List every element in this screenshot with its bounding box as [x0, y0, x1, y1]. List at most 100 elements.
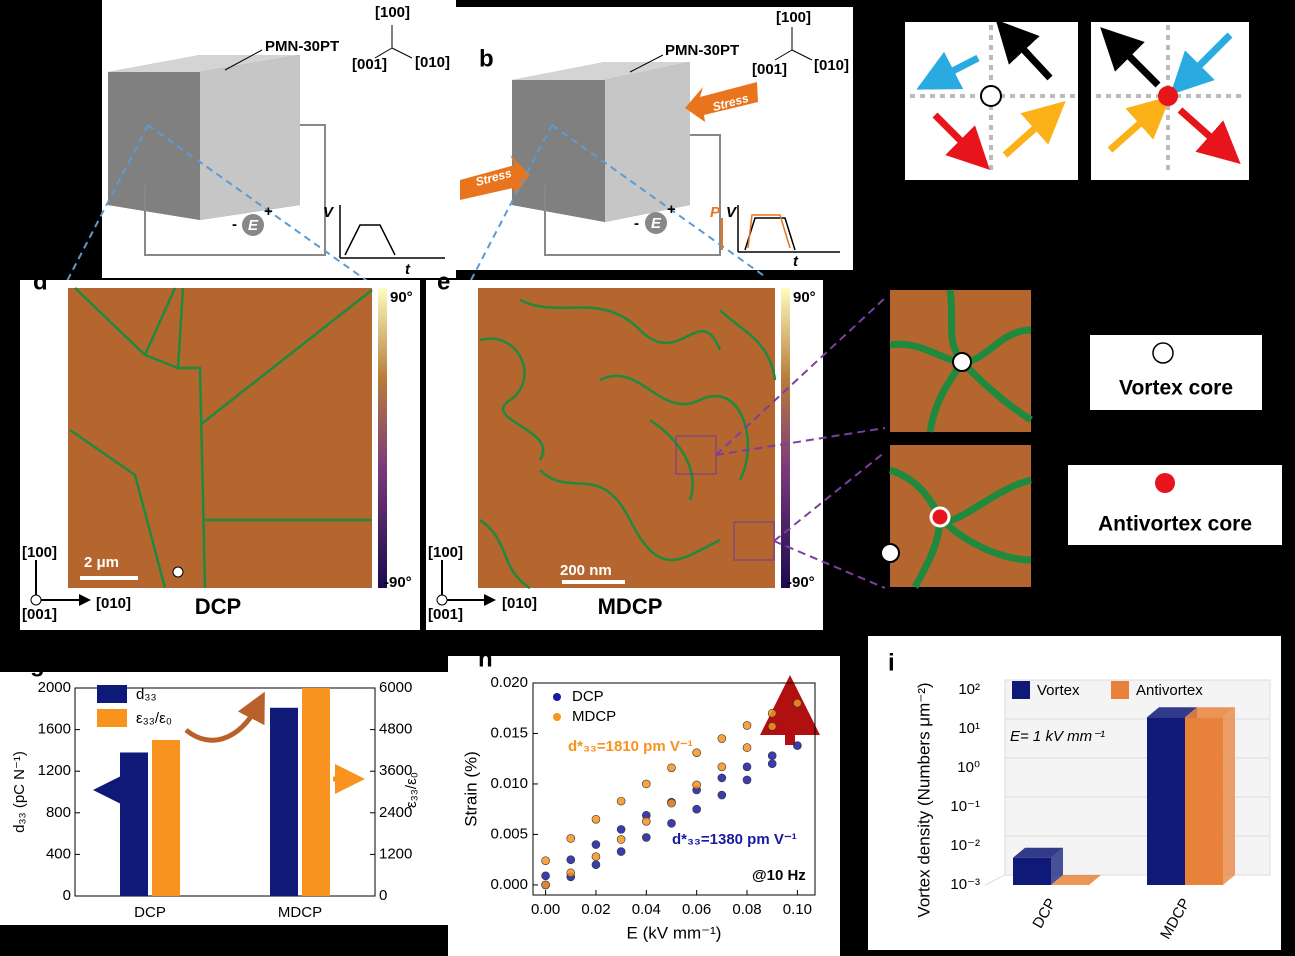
panel-label: h — [478, 645, 493, 672]
axis-label: [100] — [776, 9, 811, 26]
v-label: V — [726, 204, 738, 221]
point — [793, 698, 802, 708]
y-tick-label: 10⁻³ — [950, 876, 980, 893]
panel-label: i — [888, 649, 895, 676]
legend-label: Vortex — [1037, 682, 1080, 699]
x-tick-label: 0.08 — [732, 901, 761, 918]
x-tick-label: 0.06 — [682, 901, 711, 918]
bar — [152, 740, 180, 896]
y-tick-label: 0.000 — [490, 876, 528, 893]
p-label: P — [710, 204, 721, 221]
x-tick-label: 0.02 — [581, 901, 610, 918]
legend-swatch — [97, 685, 127, 703]
minus-label: - — [634, 215, 639, 232]
t-label: t — [405, 261, 411, 278]
zoom-views: Vortex core Antivortex core — [880, 289, 1282, 589]
point — [742, 775, 752, 785]
point — [742, 762, 752, 772]
bar — [1013, 857, 1051, 885]
point — [616, 835, 626, 844]
y-axis-label: Vortex density (Numbers μm⁻²) — [914, 682, 933, 917]
point — [642, 779, 651, 789]
point — [742, 743, 752, 752]
bar-side — [1051, 847, 1063, 885]
point — [793, 741, 802, 750]
bar-side — [1223, 707, 1235, 885]
bar-top — [1013, 847, 1063, 858]
point — [767, 708, 777, 718]
plot-frame — [532, 682, 816, 896]
axis-label: [010] — [415, 54, 450, 71]
point — [717, 773, 727, 783]
point — [591, 840, 601, 849]
bar-top — [1147, 707, 1197, 718]
point — [642, 833, 651, 842]
point — [717, 734, 727, 743]
panel-label: d — [33, 268, 48, 295]
point — [667, 819, 676, 828]
panel-label: b — [479, 45, 494, 72]
y2-tick-label: 2400 — [379, 804, 412, 821]
bar — [1147, 717, 1185, 885]
point — [692, 780, 701, 790]
field-label: E — [651, 215, 662, 232]
point — [541, 880, 550, 890]
panel-d: d 90° -90° [100] [001] [010] 2 μm DCP — [20, 268, 420, 630]
panel-b: b PMN-30PT [100] [001] [010] Stress Stre… — [456, 7, 853, 283]
x-tick-label: 0.04 — [632, 901, 661, 918]
t-label: t — [793, 253, 799, 270]
legend-swatch — [97, 709, 127, 727]
point — [767, 751, 777, 760]
vortex-schematic — [905, 19, 1249, 180]
axis-label: [100] — [375, 4, 410, 21]
legend-label: Antivortex — [1136, 682, 1203, 699]
colorbar-min: -90° — [384, 574, 412, 591]
panel-label: g — [30, 650, 45, 677]
point — [642, 817, 651, 826]
axis-label: [010] — [502, 595, 537, 612]
y2-tick-label: 6000 — [379, 679, 412, 696]
colorbar-max: 90° — [390, 289, 413, 306]
sample-name: MDCP — [598, 594, 663, 619]
field-label: E — [248, 217, 259, 234]
axis-label: [001] — [352, 56, 387, 73]
colorbar-min: -90° — [787, 574, 815, 591]
plot-frame — [74, 687, 376, 897]
point — [591, 814, 601, 824]
scale-label: 2 μm — [84, 554, 119, 571]
axis-label: [010] — [96, 595, 131, 612]
legend-label: MDCP — [572, 708, 616, 725]
legend-swatch — [1111, 681, 1129, 699]
y-tick-label: 400 — [46, 845, 71, 862]
point — [616, 847, 626, 856]
y-tick-label: 10¹ — [958, 720, 980, 737]
minus-label: - — [232, 216, 237, 233]
y2-tick-label: 0 — [379, 887, 387, 904]
y-tick-label: 10⁻¹ — [950, 798, 980, 815]
annotation: @10 Hz — [752, 867, 806, 884]
legend-label: ε₃₃/ε₀ — [136, 710, 172, 727]
legend-vortex: Vortex core — [1119, 377, 1233, 400]
annotation: d*₃₃=1810 pm V⁻¹ — [568, 738, 693, 755]
bar — [302, 688, 330, 896]
scale-label: 200 nm — [560, 562, 612, 579]
y-tick-label: 1200 — [38, 762, 71, 779]
annotation: d*₃₃=1380 pm V⁻¹ — [672, 831, 797, 848]
y-tick-label: 0.010 — [490, 775, 528, 792]
y-tick-label: 2000 — [38, 679, 71, 696]
y-tick-label: 10² — [958, 681, 980, 698]
point — [616, 825, 626, 834]
bar-top — [1051, 875, 1101, 885]
y-tick-label: 10⁻² — [950, 837, 980, 854]
point — [616, 796, 626, 806]
point — [692, 748, 701, 757]
panel-label: e — [437, 268, 450, 295]
y-tick-label: 0 — [63, 887, 71, 904]
point — [742, 721, 752, 730]
axis-label: [001] — [428, 606, 463, 623]
decor-arrow — [184, 691, 265, 743]
plus-label: + — [264, 203, 273, 220]
panel-e: e 90° -90° [100] [001] [010] 200 nm MDCP — [426, 268, 886, 630]
point — [591, 852, 601, 861]
bar — [120, 752, 148, 896]
